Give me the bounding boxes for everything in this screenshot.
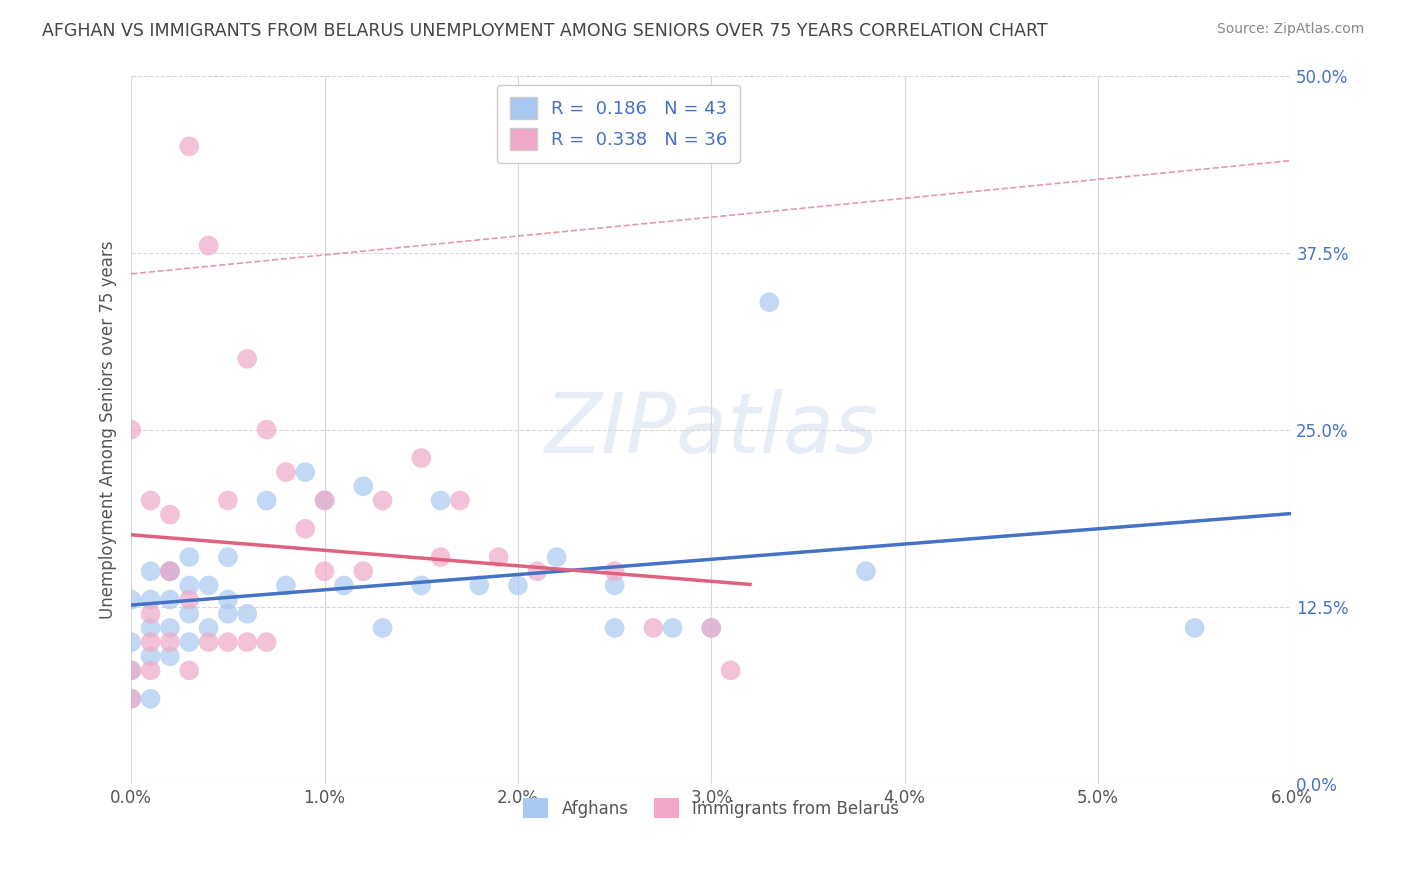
Point <box>139 691 162 706</box>
Point <box>217 550 239 565</box>
Point <box>411 578 433 592</box>
Text: ZIPatlas: ZIPatlas <box>544 389 879 470</box>
Point <box>217 592 239 607</box>
Point <box>314 493 336 508</box>
Point <box>294 522 316 536</box>
Point <box>217 493 239 508</box>
Point <box>603 621 626 635</box>
Point <box>120 635 142 649</box>
Point <box>159 564 181 578</box>
Point <box>352 564 374 578</box>
Point <box>139 635 162 649</box>
Point <box>236 351 259 366</box>
Point <box>294 465 316 479</box>
Point <box>603 578 626 592</box>
Point <box>120 423 142 437</box>
Point <box>603 564 626 578</box>
Point <box>139 664 162 678</box>
Point <box>526 564 548 578</box>
Point <box>700 621 723 635</box>
Point <box>120 664 142 678</box>
Point <box>506 578 529 592</box>
Point <box>236 635 259 649</box>
Point <box>333 578 356 592</box>
Point <box>468 578 491 592</box>
Point <box>179 578 201 592</box>
Point <box>449 493 471 508</box>
Point <box>256 493 278 508</box>
Point <box>236 607 259 621</box>
Point <box>429 493 451 508</box>
Point <box>546 550 568 565</box>
Point <box>120 664 142 678</box>
Text: AFGHAN VS IMMIGRANTS FROM BELARUS UNEMPLOYMENT AMONG SENIORS OVER 75 YEARS CORRE: AFGHAN VS IMMIGRANTS FROM BELARUS UNEMPL… <box>42 22 1047 40</box>
Point <box>120 592 142 607</box>
Point <box>159 564 181 578</box>
Point <box>179 139 201 153</box>
Point <box>197 578 219 592</box>
Point <box>159 621 181 635</box>
Point <box>488 550 510 565</box>
Point <box>371 493 394 508</box>
Y-axis label: Unemployment Among Seniors over 75 years: Unemployment Among Seniors over 75 years <box>100 240 117 619</box>
Point <box>159 649 181 664</box>
Point <box>139 649 162 664</box>
Point <box>179 635 201 649</box>
Point <box>179 607 201 621</box>
Point <box>700 621 723 635</box>
Point <box>274 465 297 479</box>
Point <box>139 621 162 635</box>
Point <box>120 691 142 706</box>
Point <box>179 664 201 678</box>
Point <box>159 564 181 578</box>
Point <box>139 607 162 621</box>
Point <box>274 578 297 592</box>
Point <box>411 450 433 465</box>
Point <box>179 592 201 607</box>
Point <box>120 691 142 706</box>
Point <box>159 508 181 522</box>
Point <box>179 550 201 565</box>
Point <box>352 479 374 493</box>
Point <box>159 635 181 649</box>
Point <box>429 550 451 565</box>
Point <box>256 635 278 649</box>
Point <box>855 564 877 578</box>
Point <box>720 664 742 678</box>
Point <box>256 423 278 437</box>
Point <box>217 607 239 621</box>
Point <box>197 238 219 252</box>
Point <box>159 592 181 607</box>
Point <box>139 564 162 578</box>
Point <box>1184 621 1206 635</box>
Point <box>139 493 162 508</box>
Point <box>371 621 394 635</box>
Point <box>139 592 162 607</box>
Point <box>643 621 665 635</box>
Point <box>661 621 683 635</box>
Point <box>314 493 336 508</box>
Point <box>197 621 219 635</box>
Point <box>197 635 219 649</box>
Legend: Afghans, Immigrants from Belarus: Afghans, Immigrants from Belarus <box>517 791 905 825</box>
Point <box>314 564 336 578</box>
Point <box>217 635 239 649</box>
Point <box>758 295 780 310</box>
Text: Source: ZipAtlas.com: Source: ZipAtlas.com <box>1216 22 1364 37</box>
